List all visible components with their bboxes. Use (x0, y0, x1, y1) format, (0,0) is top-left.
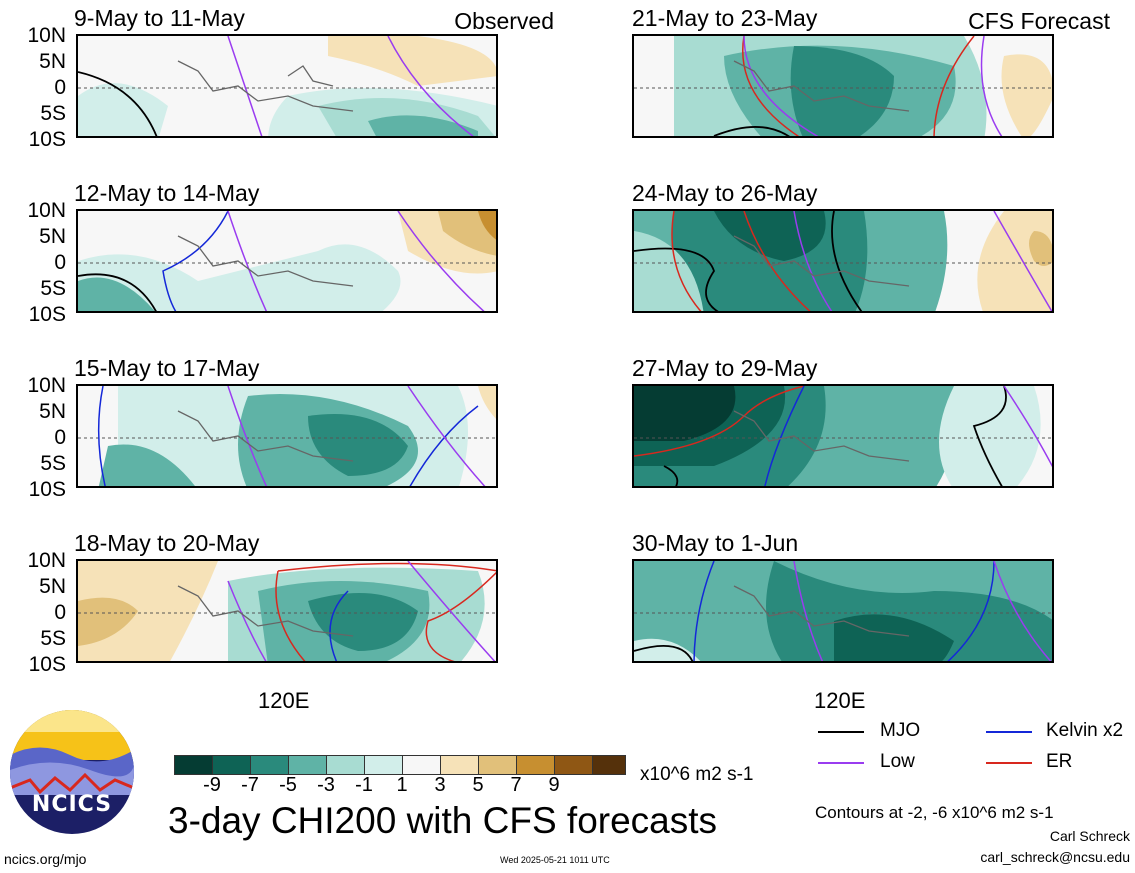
legend-label-low: Low (880, 751, 915, 772)
colorbar-tick: -7 (241, 774, 259, 796)
map-panel-left-1 (76, 34, 498, 138)
lat-10n: 10N (27, 24, 66, 47)
panel-title-right-4: 30-May to 1-Jun (632, 530, 799, 556)
timestamp: Wed 2025-05-21 1011 UTC (500, 855, 610, 865)
colorbar-tick: 1 (396, 774, 408, 796)
lat-10n: 10N (27, 199, 66, 222)
colorbar-cell (326, 755, 365, 775)
lat-10s: 10S (28, 128, 66, 151)
colorbar-cell (554, 755, 593, 775)
colorbar-tick: 3 (434, 774, 446, 796)
url: ncics.org/mjo (4, 851, 87, 867)
panel-title-left-4: 18-May to 20-May (74, 530, 260, 556)
lat-10s: 10S (28, 478, 66, 501)
contours-note: Contours at -2, -6 x10^6 m2 s-1 (815, 803, 1054, 822)
colorbar-units: x10^6 m2 s-1 (640, 764, 754, 785)
panel-title-left-3: 15-May to 17-May (74, 355, 260, 381)
map-panel-left-4 (76, 559, 498, 663)
legend-line-kelvin (986, 731, 1032, 733)
map-panel-right-3 (632, 384, 1054, 488)
legend-line-er (986, 762, 1032, 764)
lat-5n: 5N (39, 400, 66, 423)
logo-text: NCICS (31, 792, 113, 817)
author: Carl Schreck (1049, 828, 1130, 844)
map-panel-left-2 (76, 209, 498, 313)
x-axis-label-left: 120E (258, 688, 310, 713)
lat-10n: 10N (27, 374, 66, 397)
lat-10n: 10N (27, 549, 66, 572)
panel-title-right-2: 24-May to 26-May (632, 180, 818, 206)
colorbar-tick: -3 (317, 774, 335, 796)
lat-5s: 5S (40, 627, 66, 650)
ncics-logo: NCICS (10, 710, 134, 834)
panel-title-left-1: 9-May to 11-May (74, 5, 245, 31)
colorbar-tick: -5 (279, 774, 297, 796)
colorbar-cell (516, 755, 555, 775)
colorbar (174, 755, 626, 775)
email: carl_schreck@ncsu.edu (980, 849, 1130, 865)
legend-label-kelvin: Kelvin x2 (1046, 720, 1124, 741)
panel-title-right-3: 27-May to 29-May (632, 355, 818, 381)
legend-label-mjo: MJO (880, 720, 921, 741)
lat-10s: 10S (28, 303, 66, 326)
lat-5s: 5S (40, 277, 66, 300)
map-panel-left-3 (76, 384, 498, 488)
colorbar-tick: -1 (355, 774, 373, 796)
legend-line-low (818, 762, 864, 764)
colorbar-cell (478, 755, 517, 775)
forecast-label: CFS Forecast (968, 8, 1110, 34)
colorbar-tick: 7 (510, 774, 522, 796)
colorbar-cell (592, 755, 626, 775)
map-panel-right-4 (632, 559, 1054, 663)
observed-label: Observed (454, 8, 554, 34)
colorbar-cell (174, 755, 213, 775)
panel-title-right-1: 21-May to 23-May (632, 5, 818, 31)
colorbar-cell (364, 755, 403, 775)
colorbar-tick: 5 (472, 774, 484, 796)
colorbar-cell (212, 755, 251, 775)
lat-0: 0 (54, 426, 66, 449)
colorbar-cell (288, 755, 327, 775)
map-panel-right-2 (632, 209, 1054, 313)
colorbar-ticks: -9 -7 -5 -3 -1 1 3 5 7 9 (174, 774, 626, 798)
colorbar-cell (250, 755, 289, 775)
lat-5s: 5S (40, 102, 66, 125)
lat-0: 0 (54, 251, 66, 274)
lat-5n: 5N (39, 50, 66, 73)
lat-0: 0 (54, 601, 66, 624)
lat-10s: 10S (28, 653, 66, 676)
colorbar-cell (440, 755, 479, 775)
colorbar-cell (402, 755, 441, 775)
lat-5n: 5N (39, 575, 66, 598)
legend-line-mjo (818, 731, 864, 733)
lat-5s: 5S (40, 452, 66, 475)
x-axis-label-right: 120E (814, 688, 866, 713)
legend-label-er: ER (1046, 751, 1073, 772)
figure-title: 3-day CHI200 with CFS forecasts (168, 800, 718, 841)
colorbar-tick: 9 (548, 774, 560, 796)
lat-5n: 5N (39, 225, 66, 248)
map-panel-right-1 (632, 34, 1054, 138)
colorbar-tick: -9 (203, 774, 221, 796)
lat-0: 0 (54, 76, 66, 99)
panel-title-left-2: 12-May to 14-May (74, 180, 260, 206)
